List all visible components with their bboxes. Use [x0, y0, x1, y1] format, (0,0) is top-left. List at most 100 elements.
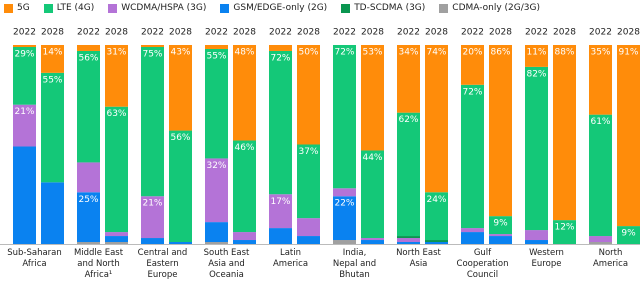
data-label: 55%: [42, 75, 62, 85]
data-label: 53%: [362, 48, 382, 58]
bar-segment: [397, 242, 420, 244]
bar-segment: [617, 45, 640, 227]
bar-segment: [105, 236, 128, 243]
data-label: 12%: [554, 223, 574, 233]
data-label: 34%: [398, 48, 418, 58]
bar-segment: [141, 196, 164, 239]
bar-segment: [525, 45, 548, 67]
data-label: 21%: [142, 199, 162, 209]
data-label: 44%: [362, 153, 382, 163]
bar-segment: [141, 45, 164, 47]
bar-segment: [297, 236, 320, 244]
data-label: 56%: [170, 133, 190, 143]
bar-segment: [105, 45, 128, 107]
data-label: 82%: [526, 69, 546, 79]
year-label: 2022: [525, 28, 548, 38]
data-label: 91%: [618, 48, 638, 58]
bar-segment: [233, 232, 256, 241]
legend-label: CDMA-only (2G/3G): [452, 3, 541, 13]
data-label: 22%: [334, 199, 354, 209]
bar-segment: [461, 232, 484, 244]
data-label: 88%: [554, 48, 574, 58]
data-label: 63%: [106, 109, 126, 119]
year-label: 2022: [333, 28, 356, 38]
bar-segment: [589, 236, 612, 243]
year-label: 2022: [589, 28, 612, 38]
bar-segment: [169, 130, 192, 243]
legend-label: 5G: [17, 3, 30, 13]
data-label: 72%: [270, 53, 290, 63]
bar-segment: [205, 158, 228, 223]
x-category-label: North East Asia: [396, 248, 441, 269]
legend-swatch: [108, 3, 118, 13]
bar-segment: [525, 66, 548, 231]
data-label: 25%: [78, 195, 98, 205]
bar-segment: [525, 240, 548, 244]
bar-segment: [13, 104, 36, 147]
bar-segment: [361, 45, 384, 151]
data-label: 32%: [206, 161, 226, 171]
legend-swatch: [220, 3, 230, 13]
bar-segment: [525, 230, 548, 241]
data-label: 75%: [142, 49, 162, 59]
bar-segment: [105, 242, 128, 244]
data-label: 61%: [590, 117, 610, 127]
bar-segment: [77, 192, 100, 243]
data-label: 11%: [526, 48, 546, 58]
year-label: 2022: [141, 28, 164, 38]
bar-segment: [489, 216, 512, 235]
bar-segment: [269, 50, 292, 195]
legend-item: GSM/EDGE-only (2G): [220, 3, 327, 13]
bar-segment: [461, 84, 484, 229]
bar-segment: [333, 196, 356, 241]
bar-segment: [233, 45, 256, 141]
legend-item: 5G: [4, 3, 30, 13]
x-category-label: Middle East and North Africa¹: [73, 248, 124, 280]
bar-segment: [13, 45, 36, 47]
data-label: 46%: [234, 143, 254, 153]
year-label: 2028: [425, 28, 448, 38]
x-category-label: Gulf Cooperation Council: [456, 248, 509, 280]
legend-item: TD-SCDMA (3G): [341, 3, 425, 13]
bar-segment: [41, 72, 64, 183]
year-label: 2028: [361, 28, 384, 38]
bar-segment: [105, 232, 128, 237]
bar-segment: [233, 140, 256, 233]
year-label: 2022: [461, 28, 484, 38]
bar-segment: [41, 45, 64, 73]
data-label: 62%: [398, 115, 418, 125]
bar-segment: [77, 242, 100, 244]
legend-label: TD-SCDMA (3G): [354, 3, 426, 13]
bar-segment: [425, 240, 448, 243]
year-label: 2022: [397, 28, 420, 38]
bar-segment: [397, 238, 420, 243]
bar-segment: [617, 226, 640, 244]
bar-segment: [105, 106, 128, 233]
data-label: 56%: [78, 53, 98, 63]
year-label: 2022: [205, 28, 228, 38]
data-label: 72%: [462, 87, 482, 97]
bar-segment: [297, 45, 320, 145]
data-label: 20%: [462, 48, 482, 58]
bar-segment: [425, 242, 448, 244]
bar-segment: [77, 162, 100, 193]
legend-item: WCDMA/HSPA (3G): [108, 3, 206, 13]
bar-segment: [269, 228, 292, 244]
legend-swatch: [439, 3, 449, 13]
year-label: 2028: [297, 28, 320, 38]
bar-segment: [361, 240, 384, 244]
year-label: 2022: [77, 28, 100, 38]
bar-segment: [233, 240, 256, 244]
bar-segment: [141, 46, 164, 197]
bar-segment: [333, 45, 356, 189]
data-label: 74%: [426, 48, 446, 58]
bar-segment: [361, 150, 384, 239]
bar-segment: [13, 146, 36, 244]
x-category-label: India, Nepal and Bhutan: [332, 248, 377, 280]
bar-segment: [297, 144, 320, 219]
bar-segment: [269, 194, 292, 229]
bar-segment: [77, 45, 100, 51]
bar-segment: [397, 236, 420, 239]
x-category-label: Central and Eastern Europe: [137, 248, 188, 280]
